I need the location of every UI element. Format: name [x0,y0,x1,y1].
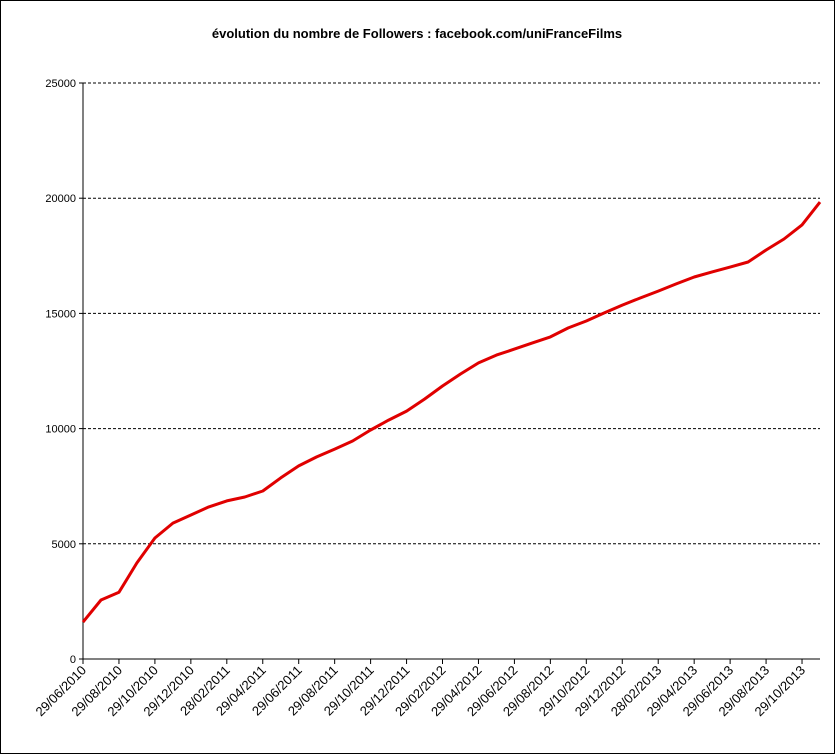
y-tick-label: 5000 [52,539,76,551]
y-tick-label: 25000 [45,78,76,90]
y-tick-label: 15000 [45,308,76,320]
y-tick-label: 10000 [45,424,76,436]
y-tick-label: 20000 [45,193,76,205]
y-tick-label: 0 [70,654,76,666]
data-line [81,201,822,624]
chart-title: évolution du nombre de Followers : faceb… [212,26,622,41]
